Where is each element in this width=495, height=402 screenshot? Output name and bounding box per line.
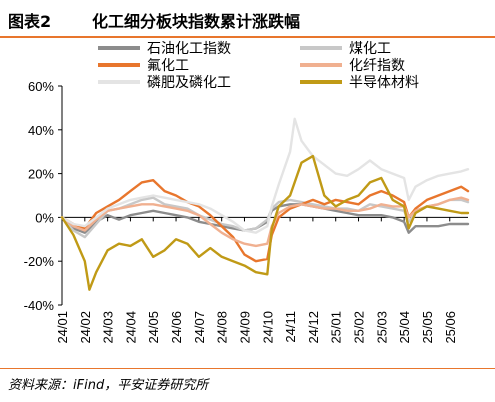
figure-footer: 资料来源：iFind，平安证券研究所 xyxy=(0,368,495,402)
y-axis: -40% -20% 0% 20% 40% 60% xyxy=(24,79,63,313)
y-tick-label: 40% xyxy=(28,123,54,138)
x-tick-label: 24/07 xyxy=(192,311,207,344)
x-tick-label: 25/06 xyxy=(443,311,458,344)
y-tick-label: -20% xyxy=(24,254,55,269)
legend-label: 氟化工 xyxy=(147,58,189,74)
y-tick-label: 0% xyxy=(35,210,54,225)
source-note: 资料来源：iFind，平安证券研究所 xyxy=(8,378,209,393)
figure-number: 图表2 xyxy=(8,12,52,31)
x-tick-label: 25/03 xyxy=(374,311,389,344)
x-tick-label: 24/08 xyxy=(215,311,230,344)
x-tick-label: 24/11 xyxy=(283,311,298,343)
header-rule xyxy=(0,36,495,38)
series-line-6 xyxy=(60,154,470,291)
figure-header: 图表2 化工细分板块指数累计涨跌幅 xyxy=(0,0,495,38)
x-tick-label: 24/05 xyxy=(146,311,161,344)
x-tick-label: 24/12 xyxy=(306,311,321,344)
legend-label: 石油化工指数 xyxy=(147,41,231,57)
legend-label: 半导体材料 xyxy=(349,75,419,91)
x-axis: 24/01 24/02 24/03 24/04 24/05 24/06 24/07 24/08… xyxy=(55,216,468,344)
figure-title: 化工细分板块指数累计涨跌幅 xyxy=(92,12,301,31)
legend-label: 煤化工 xyxy=(349,41,391,57)
x-tick-label: 24/06 xyxy=(169,311,184,344)
y-tick-label: -40% xyxy=(24,298,55,313)
x-tick-label: 25/05 xyxy=(420,311,435,344)
x-tick-label: 24/04 xyxy=(123,311,138,344)
footer-rule xyxy=(0,368,495,369)
x-tick-label: 24/02 xyxy=(78,311,93,344)
x-tick-label: 24/10 xyxy=(260,311,275,344)
plot-area xyxy=(60,117,470,291)
x-tick-label: 25/02 xyxy=(352,311,367,344)
legend-label: 化纤指数 xyxy=(349,58,405,74)
x-tick-label: 25/01 xyxy=(329,311,344,344)
series-line-5 xyxy=(60,117,470,234)
y-tick-label: 20% xyxy=(28,167,54,182)
legend-label: 磷肥及磷化工 xyxy=(147,75,231,91)
x-tick-label: 24/09 xyxy=(237,311,252,344)
x-tick-label: 25/04 xyxy=(397,311,412,344)
y-tick-label: 60% xyxy=(28,79,54,94)
x-tick-label: 24/03 xyxy=(101,311,116,344)
x-tick-label: 24/01 xyxy=(55,311,70,344)
